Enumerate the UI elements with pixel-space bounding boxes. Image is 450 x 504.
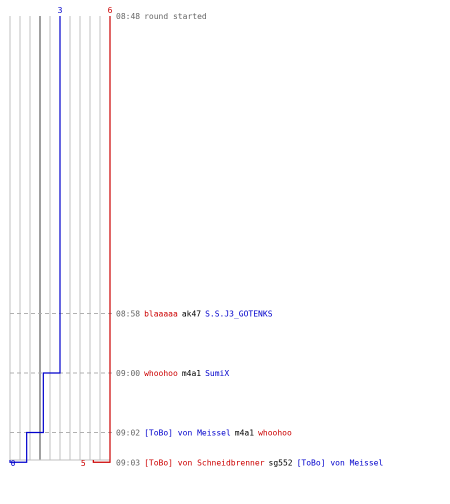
event-weapon: ak47 [182,310,201,319]
blue-team-start-score: 3 [58,6,63,15]
event-weapon: m4a1 [182,369,201,378]
blue-team-score-line [9,16,61,463]
event-victim: whoohoo [258,429,292,438]
event-victim: SumiX [205,369,229,378]
event-entry: 09:02 [ToBo] von Meissel m4a1 whoohoo [116,429,292,438]
event-killer: blaaaaa [144,310,178,319]
event-note: round started [144,12,207,21]
event-time: 09:02 [116,429,140,438]
event-weapon: sg552 [269,458,293,467]
event-killer: [ToBo] von Meissel [144,429,231,438]
event-time: 08:48 [116,12,140,21]
red-team-end-score: 5 [81,459,86,468]
event-time: 08:58 [116,310,140,319]
red-team-score-line [92,16,111,463]
event-killer: [ToBo] von Schneidbrenner [144,458,265,467]
event-entry: 09:00 whoohoo m4a1 SumiX [116,369,229,378]
event-entry: 09:03 [ToBo] von Schneidbrenner sg552 [ToBo… [116,458,383,467]
blue-team-end-score: 0 [11,459,16,468]
event-time: 09:03 [116,458,140,467]
event-victim: [ToBo] von Meissel [297,458,384,467]
event-killer: whoohoo [144,369,178,378]
event-weapon: m4a1 [235,429,254,438]
red-team-start-score: 6 [108,6,113,15]
event-entry: 08:48 round started [116,12,207,21]
event-entry: 08:58 blaaaaa ak47 S.S.J3_GOTENKS [116,310,273,319]
event-victim: S.S.J3_GOTENKS [205,310,273,319]
event-time: 09:00 [116,369,140,378]
